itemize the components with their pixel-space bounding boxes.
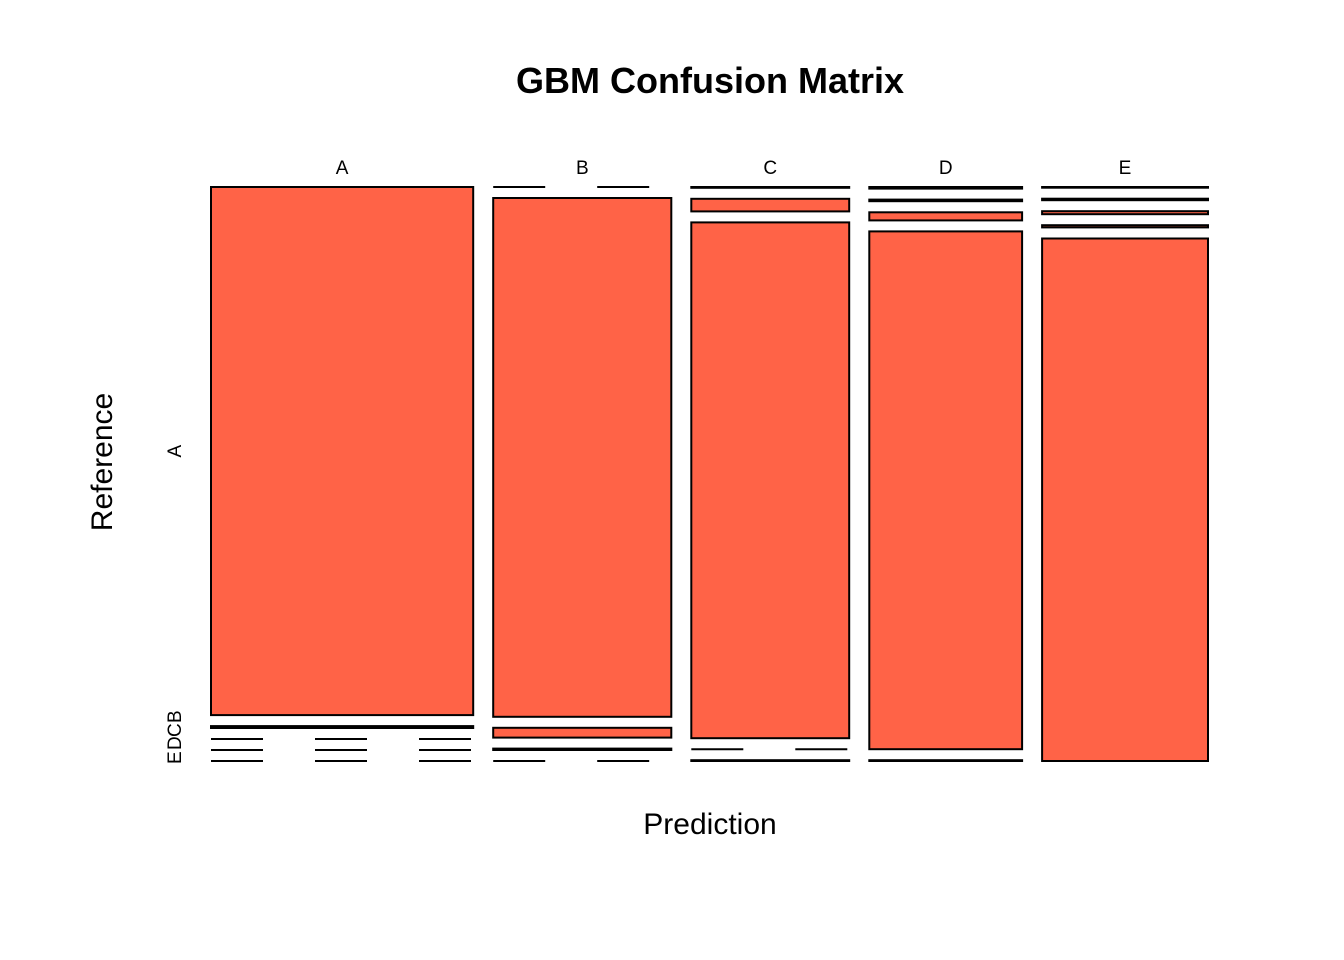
mosaic-cell	[210, 725, 475, 729]
x-tick-label: B	[576, 158, 589, 179]
mosaic-cell	[1041, 224, 1209, 229]
x-axis-label: Prediction	[643, 808, 776, 841]
mosaic-cell	[868, 211, 1024, 222]
mosaic-cell	[690, 759, 851, 763]
y-tick-label: E	[165, 751, 186, 764]
mosaic-cell	[690, 186, 851, 189]
mosaic-cell	[868, 186, 1024, 190]
x-tick-labels: A B C D E	[336, 158, 1132, 179]
x-tick-label: C	[763, 158, 777, 179]
mosaic-cell	[868, 759, 1024, 763]
mosaic-cells	[210, 186, 1209, 763]
mosaic-cell	[492, 726, 673, 739]
y-tick-label: C	[165, 723, 186, 737]
mosaic-cell	[492, 747, 673, 751]
x-tick-label: E	[1119, 158, 1132, 179]
mosaic-cell	[868, 230, 1024, 751]
y-tick-label: B	[165, 710, 186, 723]
mosaic-cell	[868, 198, 1024, 203]
y-axis-label: Reference	[86, 393, 119, 531]
mosaic-cell	[690, 197, 851, 213]
mosaic-cell	[1041, 186, 1209, 189]
mosaic-cell	[1041, 197, 1209, 202]
mosaic-cell	[1041, 237, 1209, 762]
mosaic-cell	[1041, 210, 1209, 216]
mosaic-cell	[492, 197, 673, 718]
mosaic-cell	[210, 186, 475, 717]
mosaic-cell	[690, 221, 851, 740]
x-tick-label: D	[939, 158, 953, 179]
x-tick-label: A	[336, 158, 349, 179]
chart-title: GBM Confusion Matrix	[516, 60, 904, 101]
y-tick-label: D	[165, 736, 186, 750]
y-tick-label: A	[165, 444, 186, 457]
